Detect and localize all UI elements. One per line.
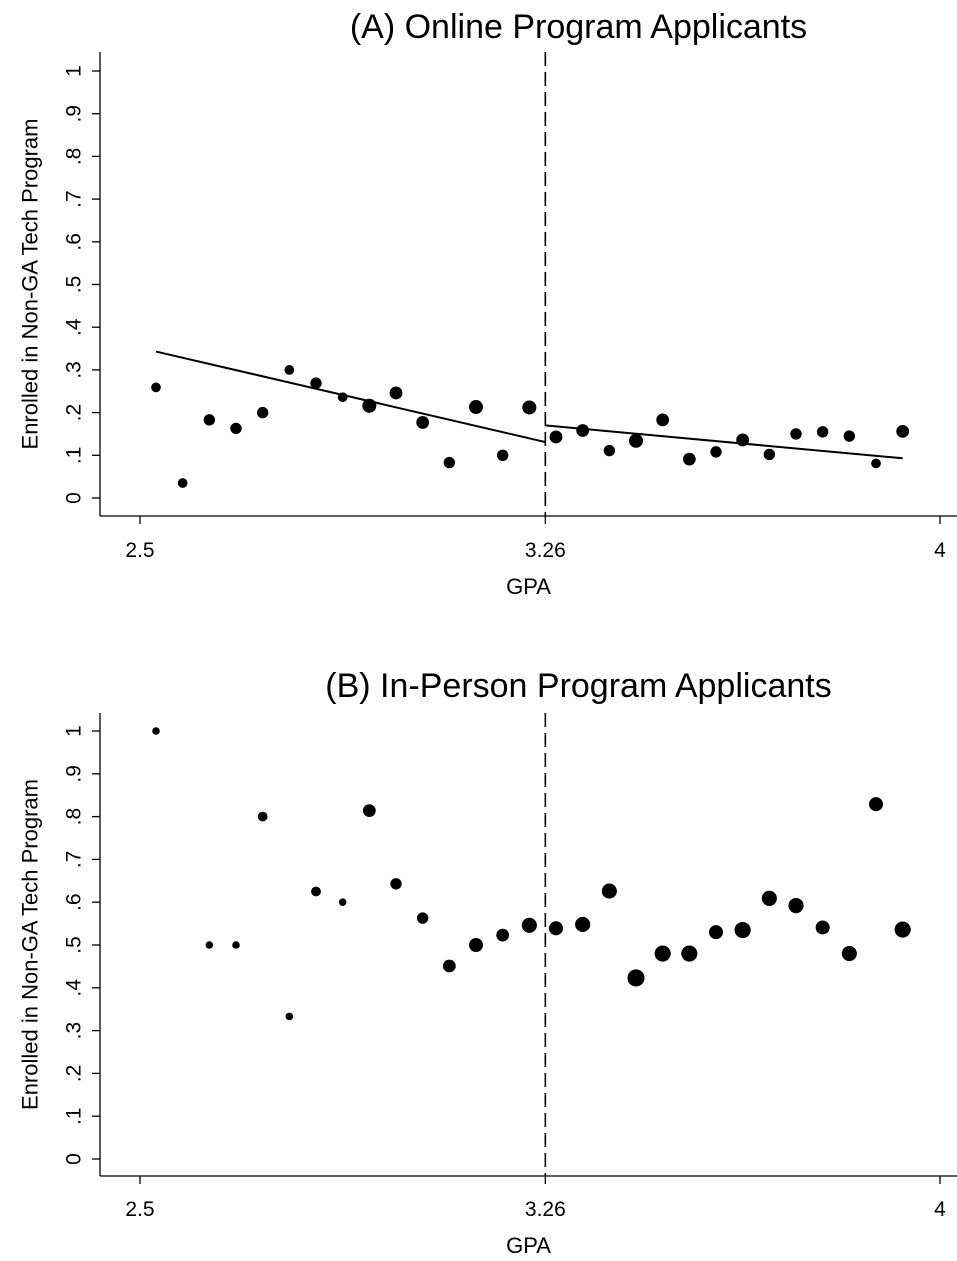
data-point (681, 945, 698, 962)
data-point (362, 804, 376, 818)
y-tick-label: .3 (63, 361, 86, 379)
y-tick-label: 0 (63, 492, 86, 504)
data-point (894, 921, 911, 938)
x-axis-label: GPA (506, 1233, 551, 1258)
x-tick-label: 2.5 (125, 539, 154, 562)
data-point (521, 917, 537, 933)
data-point (310, 377, 322, 389)
data-point (389, 386, 403, 400)
x-tick-label: 3.26 (525, 539, 566, 562)
y-tick-label: .2 (63, 404, 86, 422)
data-point (285, 1012, 294, 1021)
y-tick-label: .7 (63, 851, 86, 869)
data-point (284, 365, 295, 375)
x-tick-label: 2.5 (125, 1198, 154, 1221)
data-point (896, 424, 910, 438)
y-tick-label: 1 (63, 65, 86, 77)
data-point (868, 797, 884, 812)
data-point (603, 444, 616, 457)
y-tick-label: .5 (63, 936, 86, 954)
data-point (628, 433, 644, 448)
data-point (390, 878, 402, 890)
data-point (177, 478, 188, 488)
data-point (152, 727, 160, 735)
y-axis-label: Enrolled in Non-GA Tech Program (18, 119, 43, 450)
data-point (549, 430, 563, 444)
data-point (682, 452, 696, 466)
data-point (443, 456, 456, 469)
data-point (841, 945, 857, 962)
data-point (256, 406, 269, 419)
y-tick-label: .4 (63, 318, 86, 336)
data-point (763, 448, 776, 461)
chart-title: (A) Online Program Applicants (350, 8, 807, 46)
x-tick-label: 4 (934, 539, 946, 562)
y-tick-label: 0 (63, 1153, 86, 1165)
data-point (816, 426, 829, 438)
y-tick-label: .4 (63, 979, 86, 997)
data-point (468, 400, 484, 415)
data-point (871, 458, 881, 469)
data-point (788, 898, 804, 914)
fit-line (545, 424, 903, 460)
data-point (496, 928, 510, 942)
data-point (522, 400, 537, 415)
data-point (151, 382, 161, 393)
data-point (496, 449, 509, 461)
chart-title: (B) In-Person Program Applicants (325, 667, 831, 705)
data-point (761, 890, 777, 906)
x-axis-label: GPA (506, 574, 551, 599)
data-point (654, 945, 671, 962)
data-point (656, 413, 670, 427)
y-tick-label: .6 (63, 893, 86, 911)
y-tick-label: .2 (63, 1065, 86, 1083)
data-point (257, 811, 268, 822)
y-tick-label: .1 (63, 447, 86, 465)
y-tick-label: .7 (63, 190, 86, 208)
x-tick-label: 3.26 (525, 1198, 566, 1221)
x-tick-label: 4 (934, 1198, 946, 1221)
data-point (734, 921, 751, 939)
data-point (548, 921, 564, 936)
data-point (416, 912, 429, 924)
data-point (601, 883, 617, 899)
y-tick-label: 1 (63, 725, 86, 737)
data-point (575, 916, 591, 933)
data-point (468, 937, 484, 953)
y-tick-label: .6 (63, 233, 86, 251)
data-point (790, 428, 802, 440)
y-tick-label: .3 (63, 1022, 86, 1040)
panel-b: (B) In-Person Program Applicants 0 .1 .2 .3.… (18, 667, 957, 1258)
data-point (416, 416, 430, 429)
panel-a: (A) Online Program Applicants 0 .1 .2 .3 .4 .5… (18, 8, 957, 599)
y-tick-label: .9 (63, 105, 86, 123)
y-axis-label: Enrolled in Non-GA Tech Program (18, 779, 43, 1110)
data-point (710, 446, 722, 458)
y-tick-label: .8 (63, 148, 86, 166)
data-point (205, 941, 214, 949)
data-point (338, 898, 347, 906)
y-tick-label: .8 (63, 808, 86, 826)
data-point (627, 969, 645, 987)
data-point (843, 430, 856, 442)
data-point (203, 414, 216, 426)
data-point (230, 422, 242, 435)
fit-line (155, 350, 546, 444)
data-point (736, 433, 750, 447)
data-point (576, 424, 590, 437)
data-point (708, 925, 724, 940)
data-point (815, 920, 830, 935)
data-point (337, 392, 348, 403)
y-tick-label: .5 (63, 276, 86, 294)
data-point (311, 886, 321, 897)
data-point (442, 959, 456, 973)
data-point (232, 941, 240, 949)
data-point (362, 398, 377, 413)
y-tick-label: .9 (63, 765, 86, 783)
y-tick-label: .1 (63, 1107, 86, 1125)
